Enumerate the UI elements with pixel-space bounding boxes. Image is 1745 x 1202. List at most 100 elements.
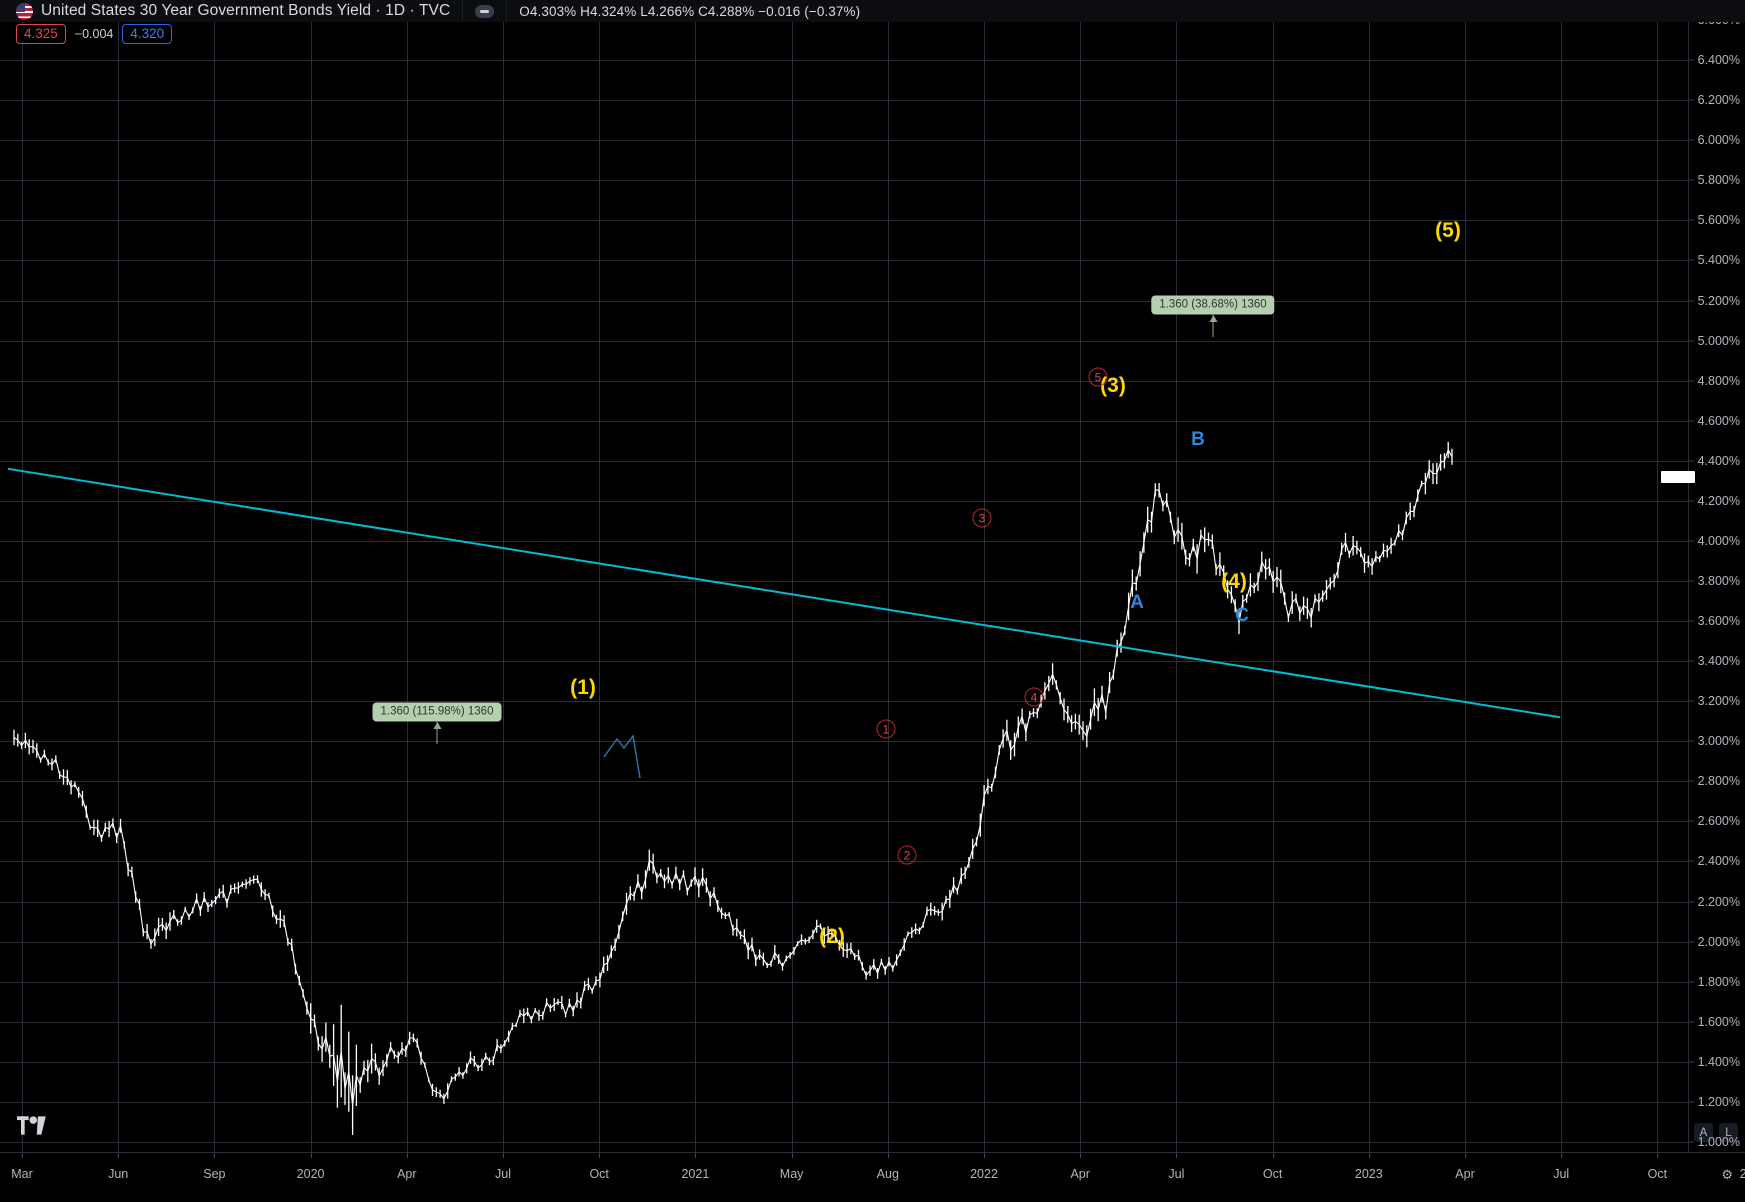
fib-projection-label-2[interactable]: 1.360 (38.68%) 1360 xyxy=(1151,295,1275,315)
price-axis-label: 3.200% xyxy=(1697,694,1740,709)
time-axis-label: 2023 xyxy=(1354,1167,1383,1181)
elliott-minor-label-4[interactable]: 4 xyxy=(1024,687,1044,707)
price-axis-tick xyxy=(1689,1061,1694,1063)
minor-wave-squiggle[interactable] xyxy=(603,734,641,779)
time-axis-label: Jul xyxy=(1168,1167,1185,1181)
symbol-title[interactable]: United States 30 Year Government Bonds Y… xyxy=(41,2,451,19)
time-axis-tick xyxy=(695,1153,697,1158)
gridline-horizontal xyxy=(0,941,1688,943)
gridline-horizontal xyxy=(0,821,1688,823)
price-axis-label: 5.000% xyxy=(1697,333,1740,348)
last-price-marker xyxy=(1661,470,1695,483)
gridline-horizontal xyxy=(0,500,1688,502)
legend-divider-2 xyxy=(506,0,508,22)
time-axis-tick xyxy=(310,1153,312,1158)
price-delta: −0.004 xyxy=(74,27,114,41)
price-axis-label: 2.600% xyxy=(1697,814,1740,829)
eye-toggle-icon[interactable] xyxy=(475,4,495,18)
price-axis-label: 3.800% xyxy=(1697,574,1740,588)
time-axis-tick xyxy=(214,1153,216,1158)
gridline-horizontal xyxy=(0,701,1688,703)
price-axis-tick xyxy=(1689,179,1694,181)
gridline-vertical xyxy=(1080,0,1082,1152)
time-axis-label: Jul xyxy=(1553,1167,1570,1181)
price-axis-tick xyxy=(1689,460,1694,462)
gridline-horizontal xyxy=(0,460,1688,462)
descending-trendline[interactable] xyxy=(7,467,1561,719)
us-flag-icon xyxy=(16,2,33,20)
gridline-horizontal xyxy=(0,100,1688,102)
time-axis-label: 2022 xyxy=(970,1167,998,1181)
time-axis-tick xyxy=(791,1153,793,1158)
elliott-label-1[interactable]: (1) xyxy=(570,676,596,699)
price-axis-label: 5.800% xyxy=(1697,173,1740,188)
price-axis-tick xyxy=(1689,1141,1694,1143)
price-axis-label: 5.600% xyxy=(1697,213,1740,228)
elliott-label-4[interactable]: (4) xyxy=(1221,570,1247,593)
elliott-label-2[interactable]: (2) xyxy=(819,925,845,948)
ohlc-values: O4.303% H4.324% L4.266% C4.288% −0.016 (… xyxy=(519,3,861,19)
trendline-overlay[interactable] xyxy=(0,0,1688,1152)
price-axis-label: 6.400% xyxy=(1697,53,1740,68)
price-axis-label: 4.800% xyxy=(1697,373,1740,388)
gridline-horizontal xyxy=(0,380,1688,382)
price-pill-row: 4.325 −0.004 4.320 xyxy=(16,23,173,45)
elliott-label-B[interactable]: B xyxy=(1191,429,1205,450)
price-axis-tick xyxy=(1689,820,1694,822)
elliott-label-5[interactable]: (5) xyxy=(1435,219,1461,242)
gridline-horizontal xyxy=(0,420,1688,422)
gridline-horizontal xyxy=(0,1061,1688,1063)
elliott-minor-label-1[interactable]: 1 xyxy=(876,719,896,739)
fib-projection-arrow-1[interactable] xyxy=(433,722,441,744)
price-axis-label: 1.000% xyxy=(1697,1134,1740,1149)
gridline-horizontal xyxy=(0,661,1688,663)
price-axis-tick xyxy=(1689,780,1694,782)
gridline-vertical xyxy=(214,0,216,1152)
price-axis-label: 2.000% xyxy=(1697,934,1740,949)
gridline-horizontal xyxy=(0,300,1688,302)
price-axis-tick xyxy=(1689,300,1694,302)
tradingview-logo[interactable] xyxy=(17,1116,47,1140)
price-axis[interactable]: % A L 6.600%6.400%6.200%6.000%5.800%5.60… xyxy=(1661,0,1745,1152)
time-axis[interactable]: ⚙ Mar Jun Sep 2020 Apr Jul Oct 2021 May Aug 2022 Ap… xyxy=(0,1152,1745,1202)
bid-price-pill[interactable]: 4.325 xyxy=(16,23,66,45)
elliott-minor-label-2[interactable]: 2 xyxy=(897,845,917,865)
price-axis-tick xyxy=(1689,500,1694,502)
gridline-vertical xyxy=(984,0,985,1152)
price-axis-tick xyxy=(1689,259,1694,261)
price-axis-label: 6.000% xyxy=(1697,133,1740,148)
time-axis-tick xyxy=(984,1153,985,1158)
time-axis-label: Sep xyxy=(203,1167,226,1181)
time-axis-label: May xyxy=(779,1167,804,1181)
chart-legend-bar: United States 30 Year Government Bonds Y… xyxy=(0,0,1745,22)
time-axis-tick xyxy=(1080,1153,1082,1158)
settings-gear-icon[interactable]: ⚙ xyxy=(1721,1167,1733,1182)
gridline-vertical xyxy=(1561,0,1563,1152)
gridline-horizontal xyxy=(0,981,1688,983)
time-axis-label: Aug xyxy=(876,1167,899,1181)
price-axis-tick xyxy=(1689,860,1694,862)
price-axis-label: 5.400% xyxy=(1697,253,1740,268)
log-scale-button[interactable]: L xyxy=(1719,1123,1738,1142)
auto-scale-button[interactable]: A xyxy=(1694,1123,1713,1142)
gridline-vertical xyxy=(118,0,120,1152)
elliott-label-C[interactable]: C xyxy=(1235,605,1249,626)
fib-projection-arrow-2[interactable] xyxy=(1209,315,1217,337)
price-axis-tick xyxy=(1689,620,1694,622)
price-axis-tick xyxy=(1689,1021,1694,1023)
time-axis-tick xyxy=(1368,1153,1370,1158)
price-axis-label: 3.000% xyxy=(1697,734,1740,749)
price-axis-tick xyxy=(1689,981,1694,983)
elliott-label-A[interactable]: A xyxy=(1130,592,1144,613)
price-axis-tick xyxy=(1689,420,1694,422)
price-axis-tick xyxy=(1689,901,1694,903)
ask-price-pill[interactable]: 4.320 xyxy=(122,23,173,45)
gridline-vertical xyxy=(791,0,793,1152)
time-axis-tick xyxy=(503,1153,504,1158)
gridline-vertical xyxy=(22,0,23,1152)
fib-projection-label-1[interactable]: 1.360 (115.98%) 1360 xyxy=(372,702,502,722)
elliott-minor-label-5[interactable]: 5 xyxy=(1088,367,1108,387)
time-axis-label: 2021 xyxy=(681,1167,710,1181)
elliott-minor-label-3[interactable]: 3 xyxy=(972,508,992,528)
